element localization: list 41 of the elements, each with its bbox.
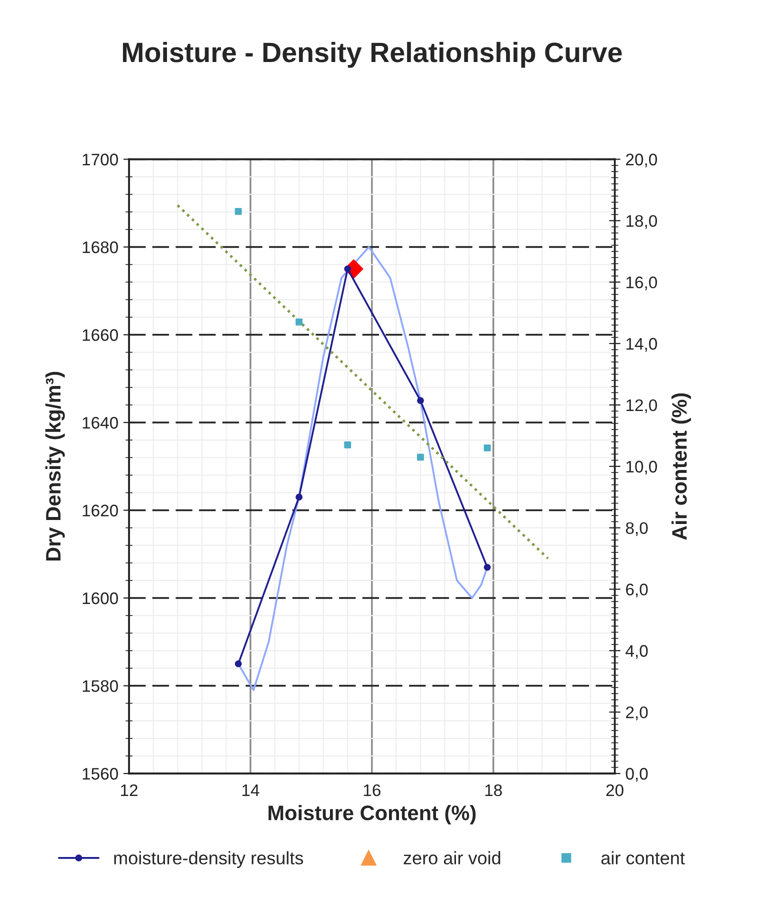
y-axis-title: Dry Density (kg/m³) — [45, 372, 65, 560]
point — [344, 441, 352, 448]
y2-tick-label: 10,0 — [626, 460, 657, 475]
y-tick-label: 1700 — [82, 154, 118, 166]
y2-tick-label: 6,0 — [626, 584, 648, 598]
point — [417, 454, 424, 461]
y-tick-label: 1560 — [82, 768, 118, 780]
y-tick-label: 1600 — [82, 592, 118, 604]
y2-tick-label: 14,0 — [626, 338, 657, 352]
x-tick-label: 18 — [485, 784, 502, 796]
y-tick-label: 1620 — [82, 504, 118, 516]
y2-tick-label: 8,0 — [626, 522, 648, 536]
legend-label: air content — [601, 851, 685, 864]
y-tick-label: 1580 — [82, 680, 118, 692]
chart-title: Moisture - Density Relationship Curve — [122, 42, 622, 68]
y-tick-label: 1680 — [82, 241, 118, 254]
legend-label: zero air void — [404, 851, 500, 864]
point — [484, 564, 491, 571]
x-axis-title: Moisture Content (%) — [268, 805, 476, 824]
legend-label: moisture-density results — [114, 851, 304, 868]
y2-axis-title: Air content (%) — [672, 393, 691, 540]
point — [234, 660, 242, 668]
y2-tick-label: 20,0 — [626, 154, 657, 168]
point — [296, 318, 303, 326]
x-tick-label: 14 — [242, 784, 260, 796]
point — [484, 444, 491, 452]
y2-tick-label: 18,0 — [626, 215, 657, 229]
x-tick-label: 20 — [606, 784, 624, 796]
x-tick-label: 16 — [364, 784, 380, 796]
y2-tick-label: 4,0 — [626, 645, 648, 659]
x-tick-label: 12 — [121, 784, 138, 796]
point — [344, 265, 352, 272]
y-tick-label: 1640 — [82, 416, 118, 429]
y2-tick-label: 12,0 — [626, 399, 657, 414]
point — [234, 208, 242, 215]
point — [417, 397, 424, 404]
y2-tick-label: 0,0 — [626, 768, 648, 782]
y2-tick-label: 16,0 — [626, 276, 657, 290]
y-tick-label: 1660 — [82, 329, 118, 341]
point — [296, 494, 303, 501]
y2-tick-label: 2,0 — [626, 706, 648, 720]
